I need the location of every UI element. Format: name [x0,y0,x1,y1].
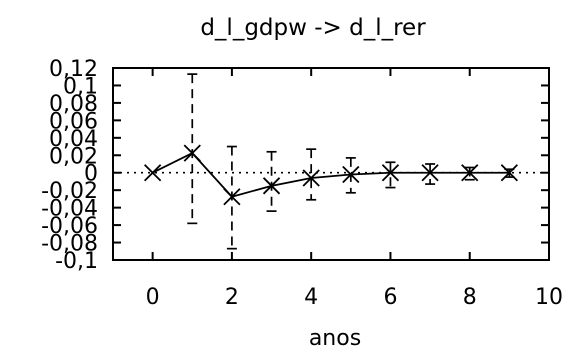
data-point-marker [262,177,281,195]
y-tick-label: -0,02 [41,179,98,204]
x-tick-label: 0 [146,285,160,310]
x-marker-stroke [223,188,241,206]
x-marker-stroke [381,164,400,182]
tick-layer: -0,1-0,08-0,06-0,04-0,0200,020,040,060,0… [41,57,563,310]
data-point-marker [223,188,241,206]
y-tick-label: 0,08 [49,92,98,117]
x-marker-stroke [421,164,439,182]
data-point-marker [421,164,439,182]
y-tick-label: 0,12 [49,57,98,82]
y-tick-label: 0,04 [49,127,98,152]
x-axis-label: anos [309,326,361,351]
data-point-marker [381,164,400,182]
x-tick-label: 8 [463,285,477,310]
y-tick-label: -0,04 [41,197,98,222]
data-point-marker [500,164,519,182]
x-marker-stroke [143,164,162,182]
data-point-marker [302,169,320,187]
y-tick-label: 0,1 [63,74,98,99]
series-line [152,151,510,198]
x-marker-stroke [500,164,519,182]
y-tick-label: -0,1 [55,249,98,274]
series-layer [143,73,519,250]
x-tick-label: 4 [304,285,318,310]
x-tick-label: 2 [225,285,239,310]
y-tick-label: -0,08 [41,232,98,257]
y-tick-label: -0,06 [41,214,98,239]
x-marker-stroke [302,169,320,187]
x-marker-stroke [342,165,360,184]
axes [112,67,550,261]
y-tick-label: 0 [84,162,98,187]
x-marker-stroke [183,144,201,162]
data-point-marker [342,165,360,184]
x-tick-label: 6 [383,285,397,310]
y-tick-label: 0,02 [49,144,98,169]
data-point-marker [461,164,479,182]
x-tick-label: 10 [535,285,563,310]
x-marker-stroke [262,177,281,195]
chart-title: d_l_gdpw -> d_l_rer [200,15,426,41]
data-point-marker [183,144,201,162]
x-marker-stroke [461,164,479,182]
data-point-marker [143,164,162,182]
plot-frame [112,67,550,261]
y-tick-label: 0,06 [49,109,98,134]
